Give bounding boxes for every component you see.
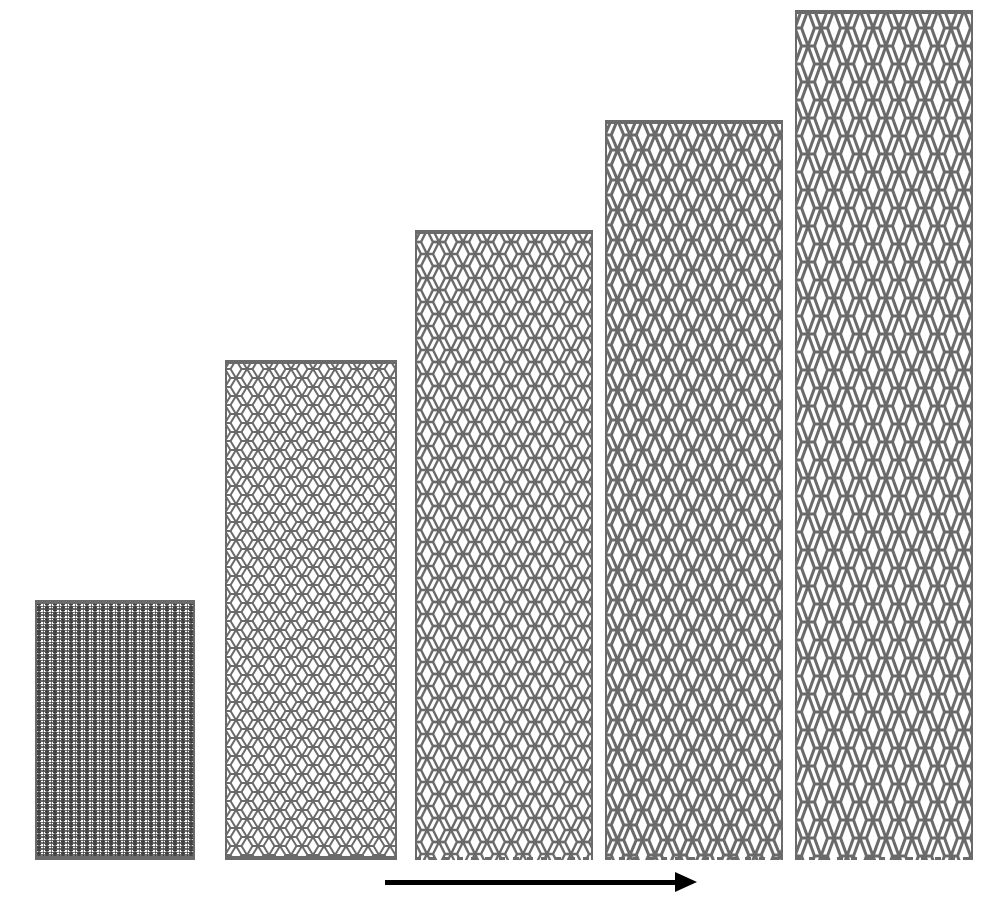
mesh-fill xyxy=(415,230,593,860)
mesh-fill xyxy=(795,10,973,860)
cyl-4 xyxy=(795,10,973,860)
mesh-fill xyxy=(35,600,195,860)
arrow-shaft xyxy=(385,880,675,885)
mesh-fill xyxy=(225,360,397,860)
bottom-cap xyxy=(35,856,195,860)
cyl-2 xyxy=(415,230,593,860)
mesh-fill xyxy=(605,120,783,860)
cyl-1 xyxy=(225,360,397,860)
top-cap xyxy=(605,120,783,124)
top-cap xyxy=(35,600,195,604)
cyl-3 xyxy=(605,120,783,860)
progression-arrow xyxy=(385,872,697,892)
bottom-cap xyxy=(225,856,397,860)
bottom-cap-dashed xyxy=(415,857,593,860)
top-cap xyxy=(225,360,397,364)
top-cap xyxy=(795,10,973,14)
bottom-cap-dashed xyxy=(795,857,973,860)
top-cap xyxy=(415,230,593,234)
bottom-cap-dashed xyxy=(605,857,783,860)
cyl-0 xyxy=(35,600,195,860)
diagram-stage xyxy=(0,0,1000,904)
arrow-head-icon xyxy=(675,872,697,892)
